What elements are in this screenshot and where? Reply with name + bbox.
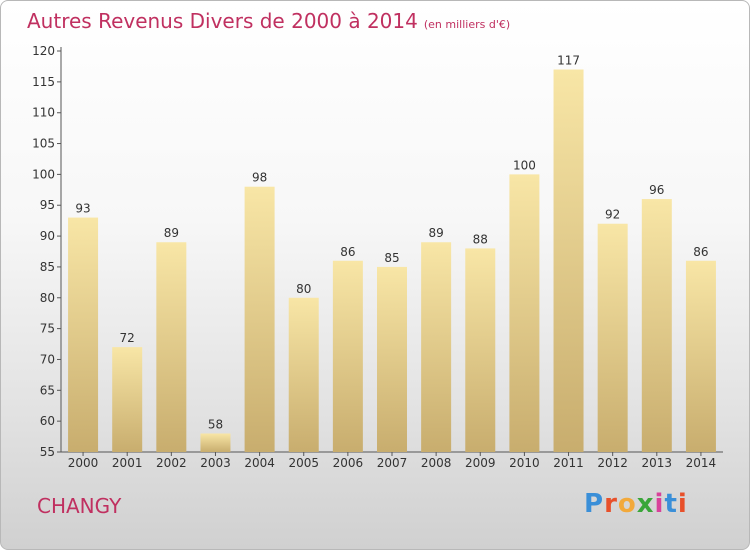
y-tick-label: 110 (32, 106, 55, 120)
x-tick-label-2012: 2012 (597, 456, 628, 470)
y-tick-label: 120 (32, 44, 55, 58)
logo-letter: i (654, 489, 665, 519)
bar-2004 (244, 186, 275, 452)
bar-2010 (509, 174, 540, 452)
x-tick-label-2014: 2014 (686, 456, 717, 470)
x-tick-label-2011: 2011 (553, 456, 584, 470)
bar-2003 (200, 433, 231, 452)
x-tick-label-2008: 2008 (421, 456, 452, 470)
chart-title: Autres Revenus Divers de 2000 à 2014 (en … (27, 9, 510, 33)
y-tick-label: 75 (40, 322, 55, 336)
logo-letter: r (604, 489, 618, 519)
proxiti-logo: Proxiti (584, 489, 688, 519)
y-tick-label: 85 (40, 260, 55, 274)
y-tick-label: 70 (40, 352, 55, 366)
x-tick-label-2003: 2003 (200, 456, 231, 470)
data-label-2004: 98 (252, 171, 267, 185)
data-label-2000: 93 (75, 202, 90, 216)
bar-2012 (597, 223, 628, 452)
y-tick-label: 90 (40, 229, 55, 243)
logo-letter: P (584, 489, 605, 519)
data-label-2001: 72 (120, 331, 135, 345)
y-tick-label: 80 (40, 291, 55, 305)
title-text: Autres Revenus Divers de 2000 à 2014 (27, 9, 418, 33)
x-tick-label-2013: 2013 (642, 456, 673, 470)
bar-2006 (332, 260, 363, 452)
bar-2013 (641, 199, 672, 452)
bar-2008 (421, 242, 452, 452)
x-tick-label-2004: 2004 (244, 456, 275, 470)
bar-2000 (68, 217, 99, 452)
y-tick-label: 95 (40, 198, 55, 212)
data-label-2010: 100 (513, 158, 536, 172)
data-label-2009: 88 (473, 232, 488, 246)
y-tick-label: 65 (40, 383, 55, 397)
data-label-2014: 86 (693, 245, 708, 259)
x-tick-label-2005: 2005 (288, 456, 319, 470)
bar-2009 (465, 248, 496, 452)
data-label-2006: 86 (340, 245, 355, 259)
x-tick-label-2006: 2006 (333, 456, 364, 470)
x-tick-label-2010: 2010 (509, 456, 540, 470)
logo-letter: o (617, 489, 637, 519)
logo-letter: x (636, 489, 655, 519)
bar-2011 (553, 69, 584, 452)
bar-2002 (156, 242, 187, 452)
logo-letter: t (664, 489, 678, 519)
x-tick-label-2001: 2001 (112, 456, 143, 470)
data-label-2002: 89 (164, 226, 179, 240)
data-label-2003: 58 (208, 417, 223, 431)
data-label-2013: 96 (649, 183, 664, 197)
data-label-2005: 80 (296, 282, 311, 296)
data-label-2008: 89 (428, 226, 443, 240)
data-label-2011: 117 (557, 54, 580, 68)
x-tick-label-2009: 2009 (465, 456, 496, 470)
bar-2005 (288, 297, 319, 452)
data-label-2007: 85 (384, 251, 399, 265)
logo-letter: i (677, 489, 688, 519)
unit-note: (en milliers d'€) (423, 18, 511, 31)
x-tick-label-2002: 2002 (156, 456, 187, 470)
x-tick-label-2007: 2007 (377, 456, 408, 470)
y-tick-label: 105 (32, 137, 55, 151)
commune-name: CHANGY (37, 494, 122, 518)
y-tick-label: 115 (32, 75, 55, 89)
bar-2001 (112, 347, 143, 452)
bar-2014 (685, 260, 716, 452)
x-tick-label-2000: 2000 (68, 456, 99, 470)
data-label-2012: 92 (605, 208, 620, 222)
bar-2007 (377, 266, 407, 452)
y-tick-label: 55 (40, 445, 55, 459)
y-tick-label: 60 (40, 414, 55, 428)
y-tick-label: 100 (32, 167, 55, 181)
